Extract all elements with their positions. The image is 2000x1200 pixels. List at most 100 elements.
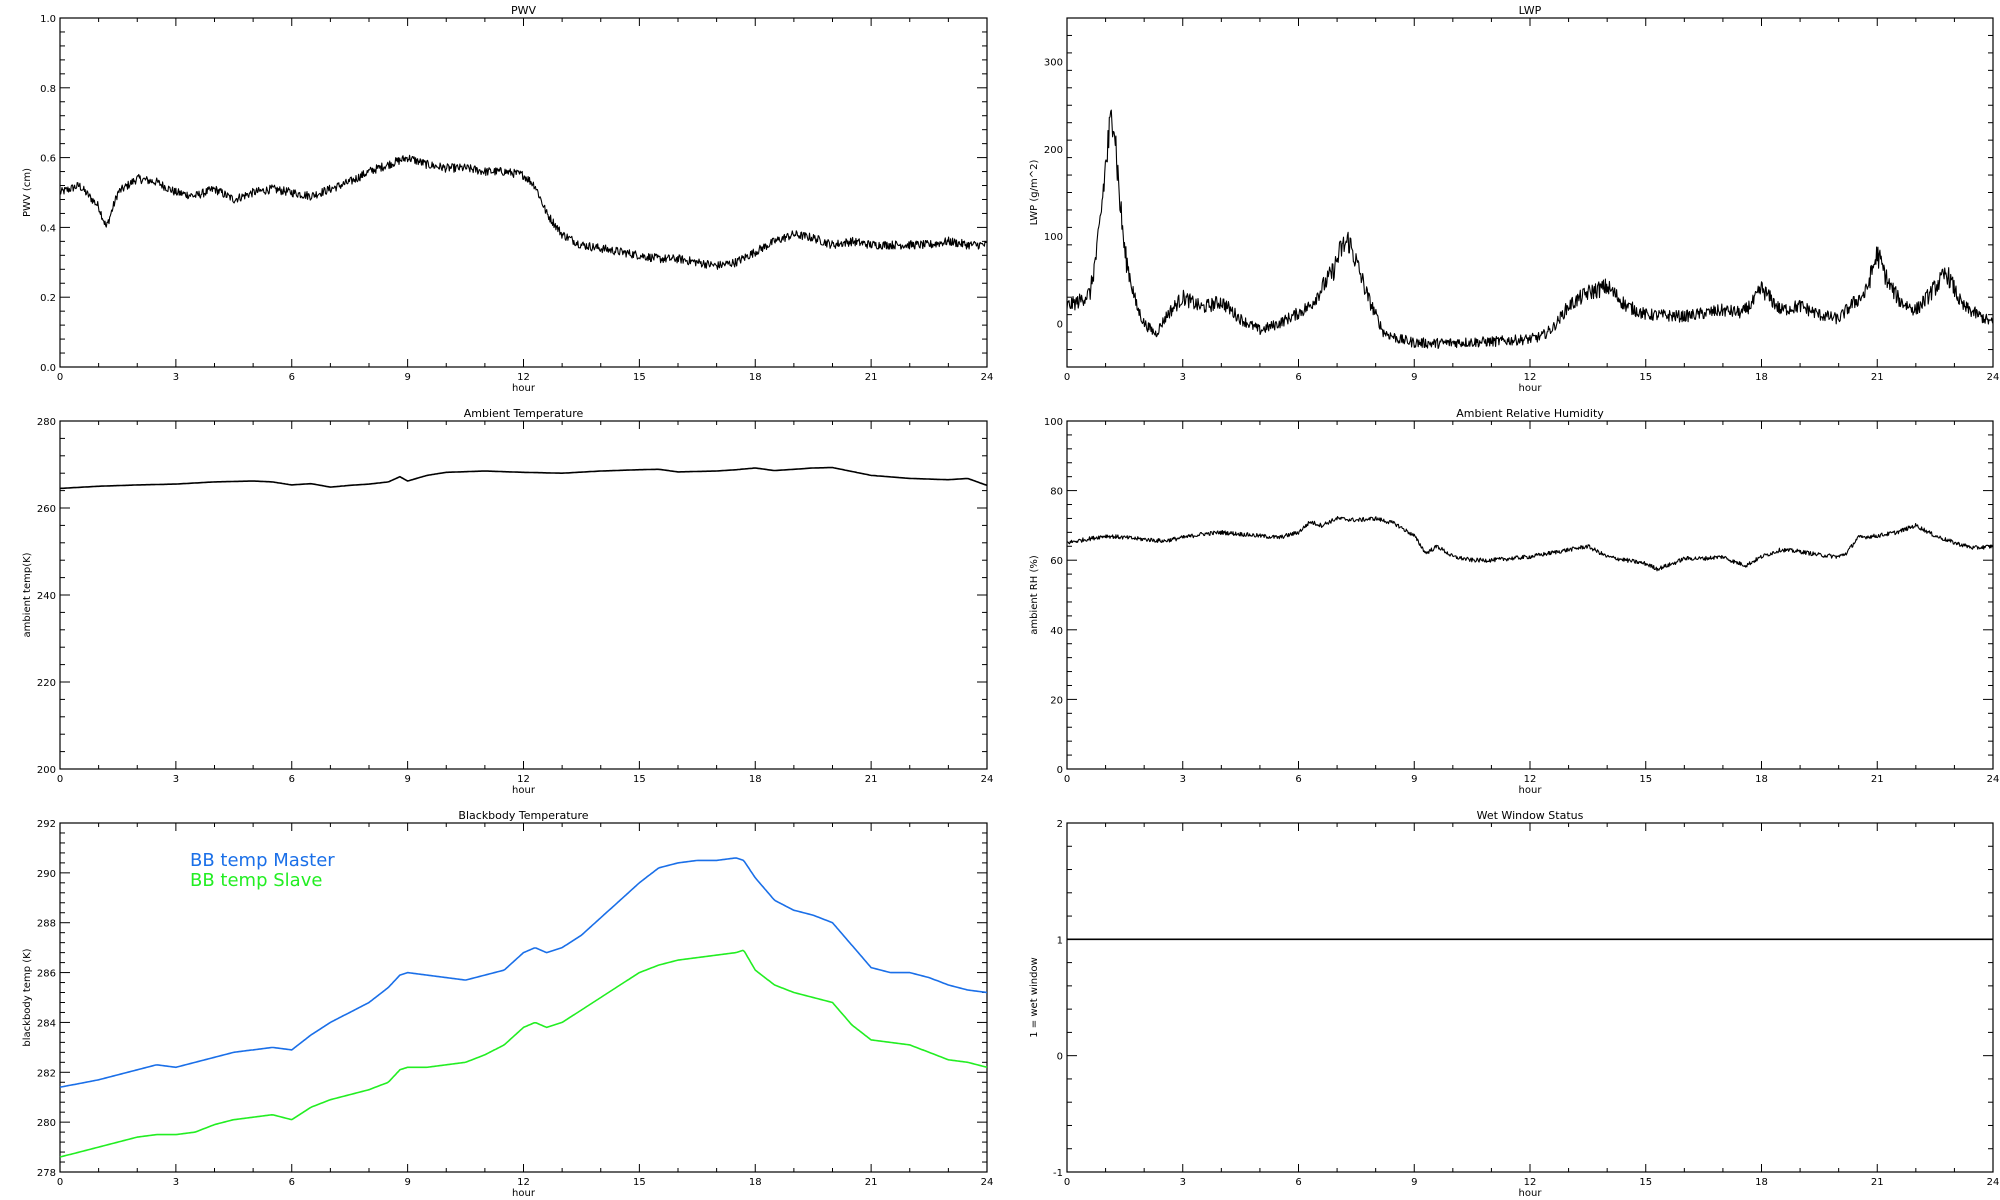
pwv-x-tick-label: 18 bbox=[749, 372, 762, 383]
wet-window-x-tick-label: 6 bbox=[1295, 1177, 1301, 1188]
blackbody-temp-y-tick-label: 288 bbox=[37, 919, 56, 930]
ambient-temp-x-tick-label: 0 bbox=[57, 774, 63, 785]
blackbody-temp-y-tick-label: 286 bbox=[37, 969, 56, 980]
ambient-temp-y-tick-label: 200 bbox=[37, 765, 56, 776]
pwv-series-line-0 bbox=[59, 154, 988, 270]
ambient-rh-x-tick-label: 21 bbox=[1871, 774, 1884, 785]
pwv-y-tick-label: 0.2 bbox=[40, 293, 56, 304]
lwp-panel: LWP 0 3 6 9 12 15 18 21 24 hour 0 100 200 300 LWP (g/m^… bbox=[1029, 4, 1999, 394]
ambient-temp-title: Ambient Temperature bbox=[464, 407, 584, 420]
blackbody-temp-legend-entry-1: BB temp Slave bbox=[190, 870, 322, 891]
ambient-temp-x-tick-label: 9 bbox=[404, 774, 410, 785]
blackbody-temp-x-tick-label: 15 bbox=[633, 1177, 646, 1188]
blackbody-temp-x-tick-label: 3 bbox=[173, 1177, 179, 1188]
ambient-rh-y-tick-label: 100 bbox=[1044, 417, 1063, 428]
ambient-rh-x-tick-label: 3 bbox=[1180, 774, 1186, 785]
blackbody-temp-legend-entry-0: BB temp Master bbox=[190, 850, 335, 871]
lwp-y-tick-label: 200 bbox=[1044, 145, 1063, 156]
lwp-x-tick-label: 15 bbox=[1639, 372, 1652, 383]
blackbody-temp-x-tick-label: 12 bbox=[517, 1177, 530, 1188]
pwv-x-tick-label: 3 bbox=[173, 372, 179, 383]
lwp-x-axis-label: hour bbox=[1519, 383, 1543, 394]
ambient-rh-x-tick-label: 12 bbox=[1524, 774, 1537, 785]
ambient-rh-x-tick-label: 9 bbox=[1411, 774, 1417, 785]
lwp-x-tick-label: 9 bbox=[1411, 372, 1417, 383]
lwp-x-tick-label: 0 bbox=[1064, 372, 1070, 383]
ambient-temp-x-tick-label: 6 bbox=[289, 774, 295, 785]
wet-window-x-tick-label: 21 bbox=[1871, 1177, 1884, 1188]
ambient-rh-x-tick-label: 24 bbox=[1987, 774, 2000, 785]
wet-window-y-tick-label: -1 bbox=[1053, 1168, 1063, 1179]
lwp-y-axis-label: LWP (g/m^2) bbox=[1029, 160, 1040, 226]
blackbody-temp-x-axis-label: hour bbox=[512, 1188, 536, 1199]
ambient-temp-y-tick-label: 260 bbox=[37, 504, 56, 515]
lwp-x-tick-label: 6 bbox=[1295, 372, 1301, 383]
wet-window-x-tick-label: 24 bbox=[1987, 1177, 2000, 1188]
ambient-temp-panel: Ambient Temperature 0 3 6 9 12 15 18 21 24 hour 200… bbox=[22, 407, 993, 796]
ambient-temp-x-axis-label: hour bbox=[512, 785, 536, 796]
ambient-rh-x-tick-label: 18 bbox=[1755, 774, 1768, 785]
wet-window-plot-frame bbox=[1066, 822, 1994, 1173]
ambient-temp-x-tick-label: 12 bbox=[517, 774, 530, 785]
ambient-rh-panel: Ambient Relative Humidity 0 3 6 9 12 15 18 21 24 h… bbox=[1029, 407, 1999, 796]
ambient-rh-y-tick-label: 40 bbox=[1050, 626, 1063, 637]
pwv-x-tick-label: 15 bbox=[633, 372, 646, 383]
ambient-rh-y-tick-label: 80 bbox=[1050, 487, 1063, 498]
ambient-temp-y-tick-label: 220 bbox=[37, 678, 56, 689]
blackbody-temp-series-line-1 bbox=[59, 949, 988, 1158]
wet-window-x-tick-label: 9 bbox=[1411, 1177, 1417, 1188]
blackbody-temp-x-tick-label: 21 bbox=[865, 1177, 878, 1188]
ambient-temp-y-axis-label: ambient temp(K) bbox=[22, 552, 33, 637]
lwp-x-tick-label: 3 bbox=[1180, 372, 1186, 383]
ambient-rh-x-tick-label: 0 bbox=[1064, 774, 1070, 785]
wet-window-title: Wet Window Status bbox=[1477, 809, 1584, 822]
ambient-rh-y-tick-label: 20 bbox=[1050, 695, 1063, 706]
blackbody-temp-y-tick-label: 280 bbox=[37, 1118, 56, 1129]
pwv-x-tick-label: 21 bbox=[865, 372, 878, 383]
ambient-rh-plot-frame bbox=[1066, 420, 1994, 770]
blackbody-temp-x-tick-label: 18 bbox=[749, 1177, 762, 1188]
blackbody-temp-y-tick-label: 284 bbox=[37, 1018, 56, 1029]
wet-window-x-tick-label: 18 bbox=[1755, 1177, 1768, 1188]
blackbody-temp-panel: Blackbody Temperature 0 3 6 9 12 15 18 21 24 hour 2… bbox=[22, 809, 993, 1199]
pwv-y-tick-label: 0.8 bbox=[40, 84, 56, 95]
ambient-temp-x-tick-label: 15 bbox=[633, 774, 646, 785]
wet-window-x-tick-label: 0 bbox=[1064, 1177, 1070, 1188]
ambient-temp-y-tick-label: 280 bbox=[37, 417, 56, 428]
pwv-y-axis-label: PWV (cm) bbox=[22, 168, 33, 217]
ambient-temp-x-tick-label: 3 bbox=[173, 774, 179, 785]
ambient-temp-series-line-0 bbox=[59, 466, 988, 490]
ambient-rh-y-tick-label: 60 bbox=[1050, 556, 1063, 567]
ambient-temp-plot-frame bbox=[59, 420, 988, 770]
blackbody-temp-title: Blackbody Temperature bbox=[458, 809, 588, 822]
blackbody-temp-x-tick-label: 24 bbox=[981, 1177, 994, 1188]
wet-window-x-tick-label: 3 bbox=[1180, 1177, 1186, 1188]
ambient-rh-title: Ambient Relative Humidity bbox=[1456, 407, 1604, 420]
wet-window-y-tick-label: 1 bbox=[1057, 935, 1063, 946]
lwp-y-tick-label: 300 bbox=[1044, 58, 1063, 69]
pwv-x-tick-label: 12 bbox=[517, 372, 530, 383]
lwp-x-tick-label: 21 bbox=[1871, 372, 1884, 383]
ambient-rh-x-tick-label: 15 bbox=[1639, 774, 1652, 785]
ambient-rh-y-tick-label: 0 bbox=[1057, 765, 1063, 776]
ambient-temp-x-tick-label: 24 bbox=[981, 774, 994, 785]
pwv-title: PWV bbox=[511, 4, 537, 17]
pwv-x-tick-label: 6 bbox=[289, 372, 295, 383]
ambient-temp-y-tick-label: 240 bbox=[37, 591, 56, 602]
pwv-y-tick-label: 0.4 bbox=[40, 223, 56, 234]
blackbody-temp-y-tick-label: 292 bbox=[37, 819, 56, 830]
ambient-temp-x-tick-label: 21 bbox=[865, 774, 878, 785]
lwp-plot-frame bbox=[1066, 17, 1994, 368]
lwp-x-tick-label: 24 bbox=[1987, 372, 2000, 383]
blackbody-temp-y-axis-label: blackbody temp (K) bbox=[22, 948, 33, 1046]
pwv-panel: PWV 0 3 6 9 12 15 18 21 24 hour 0.0 0.2 0.4 0.6 0.8 1.0 P… bbox=[22, 4, 993, 394]
lwp-x-tick-label: 12 bbox=[1524, 372, 1537, 383]
blackbody-temp-y-tick-label: 290 bbox=[37, 869, 56, 880]
lwp-series-line-0 bbox=[1066, 109, 1994, 350]
pwv-x-tick-label: 24 bbox=[981, 372, 994, 383]
pwv-x-axis-label: hour bbox=[512, 383, 536, 394]
pwv-y-tick-label: 0.0 bbox=[40, 363, 56, 374]
